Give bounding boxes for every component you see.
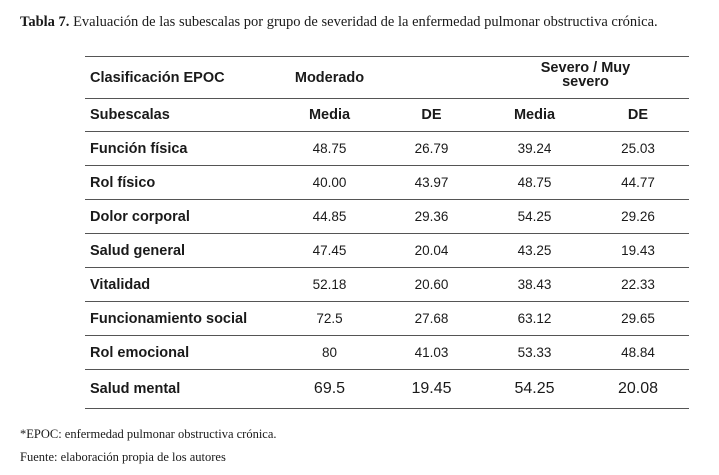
caption-label: Tabla 7.	[20, 14, 70, 30]
cell-value: 26.79	[414, 141, 449, 156]
row-label: Rol emocional	[90, 344, 190, 361]
row-label: Dolor corporal	[90, 208, 190, 225]
cell-value: 44.77	[621, 175, 655, 190]
column-header-media-severo: Media	[513, 107, 556, 123]
table-row: Dolor corporal 44.85 29.36 54.25 29.26	[85, 200, 689, 234]
cell-value: 72.5	[316, 311, 343, 326]
table-row: Salud general 47.45 20.04 43.25 19.43	[85, 234, 689, 268]
cell-value: 29.26	[621, 209, 655, 224]
header-columns-row: Subescalas Media DE Media DE	[85, 99, 689, 132]
cell-value: 38.43	[517, 277, 552, 292]
row-label: Salud mental	[90, 381, 181, 397]
cell-value: 48.84	[621, 345, 655, 360]
cell-value: 44.85	[312, 209, 347, 224]
group-severo-label: Severo / Muy severo	[540, 60, 631, 90]
cell-value: 22.33	[621, 277, 655, 292]
cell-value: 54.25	[517, 209, 552, 224]
header-group-row: Clasificación EPOC Moderado Severo / Muy…	[85, 56, 689, 99]
table-row: Vitalidad 52.18 20.60 38.43 22.33	[85, 268, 689, 302]
row-label: Rol físico	[90, 174, 156, 191]
table-row: Función física 48.75 26.79 39.24 25.03	[85, 132, 689, 166]
cell-value: 20.60	[414, 277, 449, 292]
cell-value: 48.75	[517, 175, 552, 190]
cell-value: 27.68	[414, 311, 449, 326]
cell-value: 43.97	[414, 175, 449, 190]
row-label: Vitalidad	[90, 276, 151, 293]
source-note: Fuente: elaboración propia de los autore…	[20, 450, 226, 464]
cell-value: 43.25	[517, 243, 552, 258]
data-table: Clasificación EPOC Moderado Severo / Muy…	[85, 56, 689, 409]
cell-value: 29.65	[621, 311, 655, 326]
cell-value: 53.33	[517, 345, 552, 360]
row-label: Función física	[90, 140, 188, 157]
abbreviation-note: *EPOC: enfermedad pulmonar obstructiva c…	[20, 427, 277, 441]
cell-value: 69.5	[313, 380, 346, 397]
cell-value: 48.75	[312, 141, 347, 156]
cell-value: 54.25	[514, 380, 555, 397]
cell-value: 41.03	[414, 345, 449, 360]
table-row: Funcionamiento social 72.5 27.68 63.12 2…	[85, 302, 689, 336]
cell-value: 80	[321, 345, 338, 360]
table-row: Salud mental 69.5 19.45 54.25 20.08	[85, 370, 689, 409]
group-moderado-header: Moderado	[294, 69, 365, 86]
column-header-subescalas: Subescalas	[90, 107, 170, 123]
group-spacer	[381, 57, 482, 99]
cell-value: 20.04	[414, 243, 449, 258]
cell-value: 52.18	[312, 277, 347, 292]
cell-value: 63.12	[517, 311, 552, 326]
caption-text: Evaluación de las subescalas por grupo d…	[73, 14, 658, 30]
table-row: Rol emocional 80 41.03 53.33 48.84	[85, 336, 689, 370]
cell-value: 40.00	[312, 175, 347, 190]
group-severo-header: Severo / Muy severo	[482, 57, 689, 99]
cell-value: 20.08	[617, 380, 659, 397]
cell-value: 19.43	[621, 243, 655, 258]
column-header-de-moderado: DE	[421, 107, 442, 123]
cell-value: 19.45	[411, 380, 452, 397]
column-header-media-moderado: Media	[308, 107, 351, 123]
table-caption: Tabla 7. Evaluación de las subescalas po…	[20, 14, 710, 31]
row-label: Salud general	[90, 242, 186, 259]
cell-value: 47.45	[312, 243, 347, 258]
cell-value: 25.03	[621, 141, 655, 156]
cell-value: 29.36	[414, 209, 449, 224]
cell-value: 39.24	[517, 141, 552, 156]
data-table-container: Clasificación EPOC Moderado Severo / Muy…	[85, 56, 689, 409]
table-row: Rol físico 40.00 43.97 48.75 44.77	[85, 166, 689, 200]
column-header-de-severo: DE	[627, 107, 649, 123]
classification-header: Clasificación EPOC	[90, 69, 225, 86]
row-label: Funcionamiento social	[90, 310, 248, 327]
